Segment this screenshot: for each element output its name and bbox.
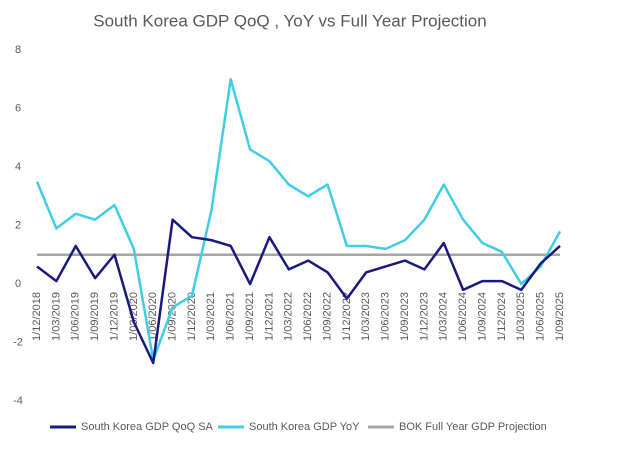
x-tick-label: 1/09/2025 <box>554 292 566 341</box>
x-tick-label: 1/06/2023 <box>380 292 392 341</box>
series-line <box>35 78 562 362</box>
x-tick-label: 1/09/2019 <box>89 292 101 341</box>
x-tick-label: 1/06/2022 <box>302 292 314 341</box>
x-tick-label: 1/06/2019 <box>70 292 82 341</box>
y-tick-label: 0 <box>15 278 21 290</box>
x-tick-label: 1/12/2020 <box>186 292 198 341</box>
x-tick-label: 1/12/2024 <box>496 292 508 341</box>
x-tick-label: 1/12/2019 <box>108 292 120 341</box>
y-tick-label: 6 <box>15 102 21 114</box>
x-tick-label: 1/12/2018 <box>31 292 43 341</box>
y-tick-label: 2 <box>15 219 21 231</box>
x-tick-label: 1/09/2024 <box>476 292 488 341</box>
x-tick-label: 1/03/2021 <box>205 292 217 341</box>
x-tick-label: 1/09/2022 <box>321 292 333 341</box>
x-tick-label: 1/12/2022 <box>341 292 353 341</box>
x-tick-label: 1/03/2024 <box>438 292 450 341</box>
chart-title: South Korea GDP QoQ , YoY vs Full Year P… <box>93 11 486 30</box>
x-tick-label: 1/06/2024 <box>457 292 469 341</box>
x-tick-label: 1/03/2019 <box>50 292 62 341</box>
x-tick-label: 1/06/2021 <box>225 292 237 341</box>
x-tick-label: 1/09/2023 <box>399 292 411 341</box>
x-tick-label: 1/09/2021 <box>244 292 256 341</box>
x-tick-label: 1/12/2021 <box>263 292 275 341</box>
y-tick-label: -2 <box>13 336 23 348</box>
legend-label: South Korea GDP QoQ SA <box>81 421 214 433</box>
x-tick-label: 1/06/2025 <box>535 292 547 341</box>
x-tick-label: 1/03/2023 <box>360 292 372 341</box>
y-tick-label: 8 <box>15 44 21 56</box>
legend-label: South Korea GDP YoY <box>249 421 360 433</box>
x-tick-label: 1/03/2022 <box>283 292 295 341</box>
x-tick-label: 1/06/2020 <box>147 292 159 341</box>
legend-label: BOK Full Year GDP Projection <box>399 421 547 433</box>
x-tick-label: 1/03/2025 <box>515 292 527 341</box>
y-tick-label: 4 <box>15 161 21 173</box>
y-tick-label: -4 <box>13 395 23 407</box>
series-line <box>36 218 561 365</box>
x-tick-label: 1/12/2023 <box>418 292 430 341</box>
